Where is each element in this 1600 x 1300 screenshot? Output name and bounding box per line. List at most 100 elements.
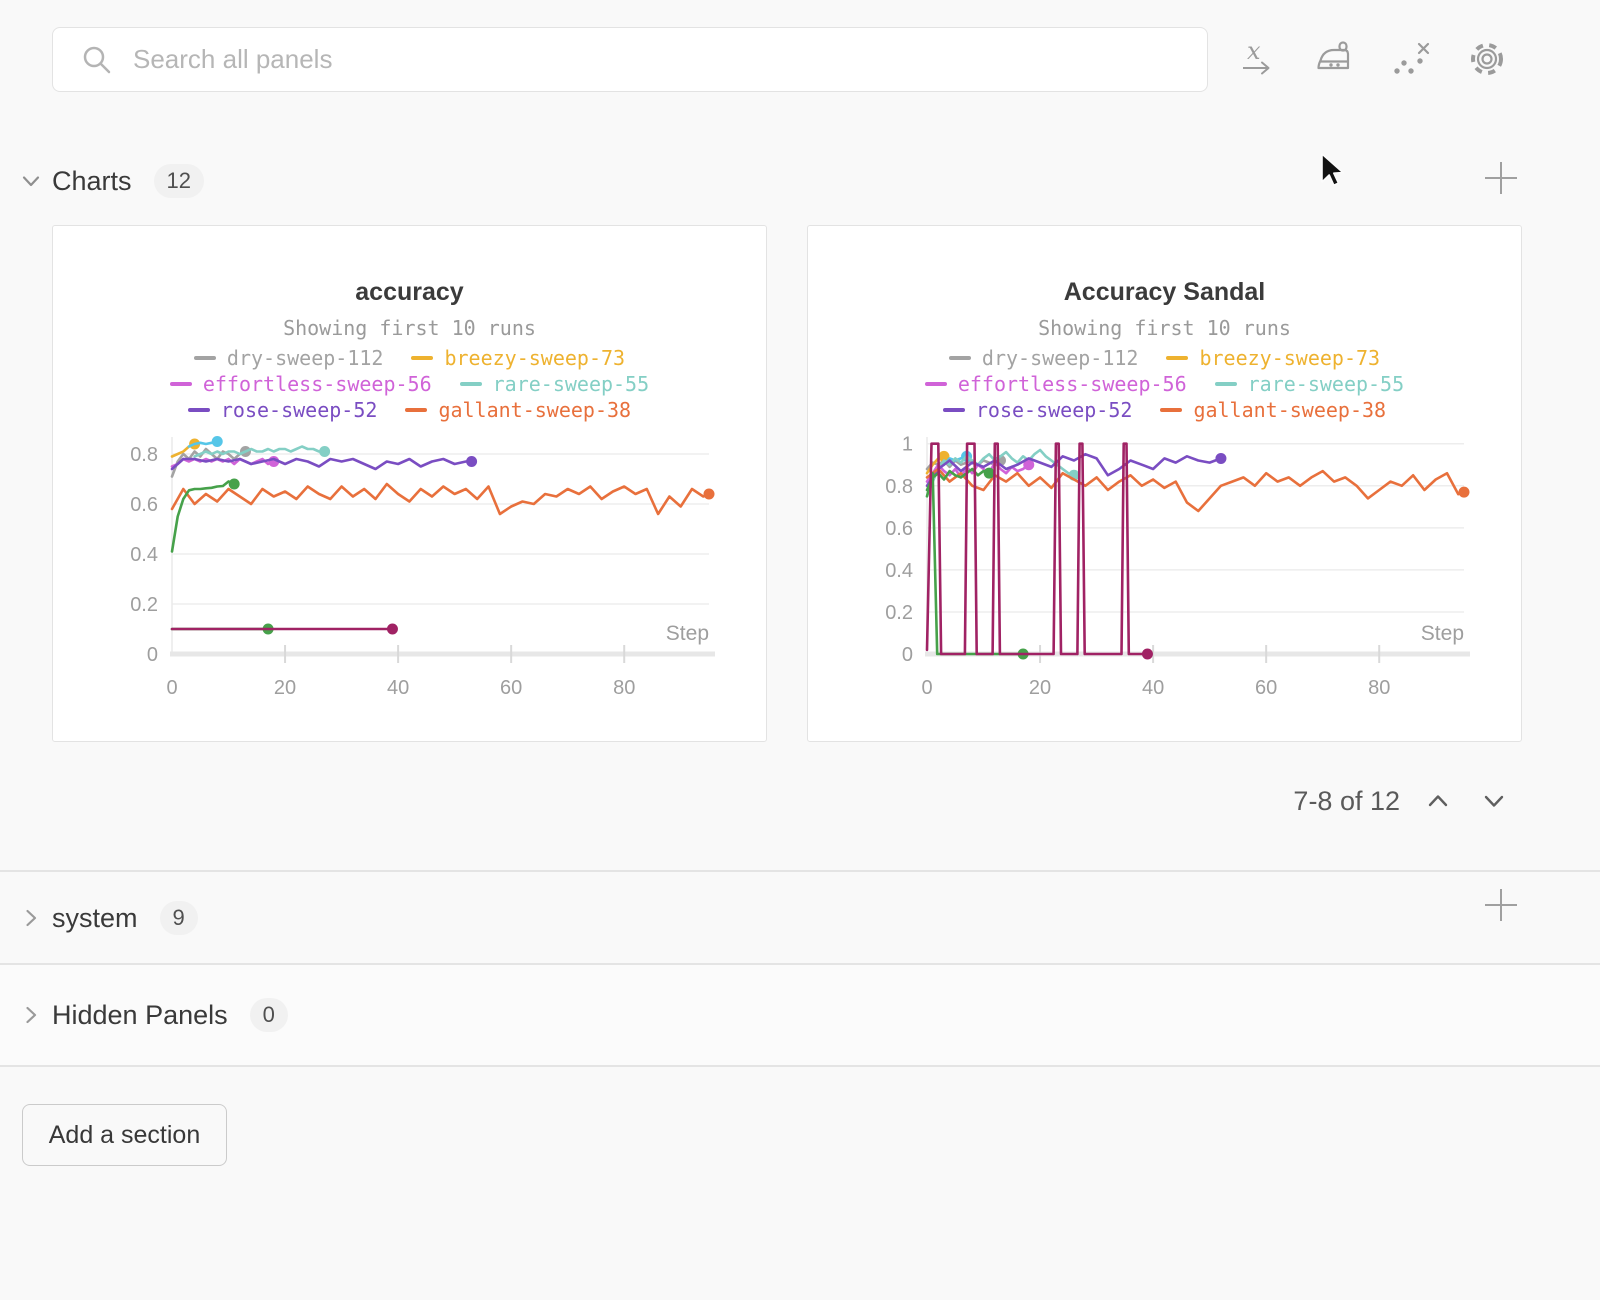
legend-item-gallant-sweep-38[interactable]: gallant-sweep-38 [405, 397, 631, 423]
legend-label: gallant-sweep-38 [438, 398, 632, 422]
legend-item-breezy-sweep-73[interactable]: breezy-sweep-73 [1166, 345, 1380, 371]
legend-swatch [942, 408, 965, 412]
run-line-gallant-sweep-38[interactable] [925, 467, 1466, 513]
hidden-panels-count-badge: 0 [249, 997, 288, 1033]
legend-label: rose-sweep-52 [975, 398, 1133, 422]
legend-item-dry-sweep-112[interactable]: dry-sweep-112 [948, 345, 1139, 371]
panel-pagination: 7-8 of 12 [1293, 779, 1512, 823]
y-tick-label: 0.8 [130, 444, 158, 466]
add-panel-button[interactable] [1482, 159, 1520, 197]
settings-gear-icon[interactable] [1465, 37, 1509, 81]
y-tick-label: 0.8 [885, 476, 913, 498]
chart-plot[interactable]: 0 0.2 0.4 0.6 0.8 1 0 20 40 60 80 Step [808, 429, 1523, 714]
system-section-title: system [52, 902, 138, 933]
pagination-next-chevron-down-icon[interactable] [1476, 783, 1512, 819]
legend-row: rose-sweep-52 gallant-sweep-38 [53, 397, 766, 423]
run-end-dot [1215, 452, 1227, 464]
chart-legend: dry-sweep-112 breezy-sweep-73 effortless-s… [808, 345, 1521, 423]
run-end-dot [319, 446, 331, 457]
chart-plot[interactable]: 0 0.2 0.4 0.6 0.8 0 20 40 60 80 Step [53, 429, 768, 714]
legend-swatch [405, 408, 428, 412]
legend-item-rose-sweep-52[interactable]: rose-sweep-52 [942, 397, 1133, 423]
run-line-unnamed[interactable] [170, 480, 236, 553]
remove-outliers-icon[interactable] [1388, 37, 1432, 81]
legend-swatch [193, 356, 216, 360]
legend-label: rare-sweep-55 [492, 372, 650, 396]
divider [0, 1065, 1600, 1067]
legend-swatch [924, 382, 947, 386]
run-end-dot [703, 488, 715, 500]
add-panel-button-system[interactable] [1482, 886, 1520, 924]
x-tick-label: 80 [613, 677, 635, 699]
y-tick-label: 1 [902, 434, 913, 456]
run-line-gallant-sweep-38[interactable] [170, 482, 711, 516]
run-line-rose-sweep-52[interactable] [170, 457, 473, 471]
legend-item-gallant-sweep-38[interactable]: gallant-sweep-38 [1160, 397, 1386, 423]
legend-swatch [187, 408, 210, 412]
legend-item-effortless-sweep-56[interactable]: effortless-sweep-56 [924, 371, 1187, 397]
legend-swatch [411, 356, 434, 360]
legend-label: gallant-sweep-38 [1193, 398, 1387, 422]
run-line-unnamed[interactable] [925, 442, 1149, 656]
panel-search-bar[interactable] [52, 27, 1208, 92]
legend-item-effortless-sweep-56[interactable]: effortless-sweep-56 [169, 371, 432, 397]
legend-item-rare-sweep-55[interactable]: rare-sweep-55 [459, 371, 650, 397]
hidden-panels-expand-chevron-right-icon[interactable] [16, 1000, 46, 1030]
legend-swatch [1214, 382, 1237, 386]
y-tick-label: 0.2 [885, 602, 913, 624]
add-section-button[interactable]: Add a section [22, 1104, 227, 1166]
charts-count-badge: 12 [153, 163, 205, 199]
x-tick-label: 20 [1029, 677, 1051, 699]
pagination-prev-chevron-up-icon[interactable] [1420, 783, 1456, 819]
x-tick-label: 80 [1368, 677, 1390, 699]
system-expand-chevron-right-icon[interactable] [16, 903, 46, 933]
legend-swatch [948, 356, 971, 360]
chart-subtitle: Showing first 10 runs [1038, 316, 1291, 340]
legend-item-rare-sweep-55[interactable]: rare-sweep-55 [1214, 371, 1404, 397]
legend-item-breezy-sweep-73[interactable]: breezy-sweep-73 [411, 345, 625, 371]
hidden-panels-section-title: Hidden Panels [52, 999, 228, 1030]
legend-swatch [169, 382, 192, 386]
legend-item-dry-sweep-112[interactable]: dry-sweep-112 [193, 345, 384, 371]
smoothing-iron-icon[interactable] [1311, 37, 1355, 81]
legend-item-rose-sweep-52[interactable]: rose-sweep-52 [187, 397, 377, 423]
chart-panel-accuracy[interactable]: accuracy Showing first 10 runs dry-sweep… [52, 225, 767, 742]
search-icon [83, 46, 111, 73]
y-tick-label: 0.6 [885, 518, 913, 540]
charts-section-title: Charts [52, 165, 132, 196]
system-section-header: system 9 [0, 872, 1600, 964]
run-end-dot [466, 456, 478, 467]
x-tick-label: 0 [921, 677, 932, 699]
charts-collapse-chevron-down-icon[interactable] [16, 166, 46, 196]
x-axis-title: Step [1421, 622, 1464, 645]
x-axis-icon[interactable]: x [1234, 37, 1278, 81]
run-end-dot [938, 450, 950, 462]
legend-label: dry-sweep-112 [981, 346, 1139, 370]
x-tick-label: 60 [500, 677, 522, 699]
chart-title: accuracy [355, 278, 464, 306]
y-tick-label: 0.6 [130, 494, 158, 516]
x-tick-label: 20 [274, 677, 296, 699]
legend-label: effortless-sweep-56 [202, 372, 432, 396]
run-end-dot [1141, 648, 1153, 660]
run-end-dot [1458, 486, 1470, 498]
legend-label: effortless-sweep-56 [957, 372, 1187, 396]
y-tick-label: 0.4 [885, 560, 913, 582]
search-input[interactable] [133, 44, 1187, 75]
run-end-dot [211, 436, 223, 447]
run-end-dot [983, 467, 995, 479]
x-tick-label: 40 [1142, 677, 1164, 699]
run-line-rare-sweep-55[interactable] [193, 445, 326, 458]
chart-legend: dry-sweep-112 breezy-sweep-73 effortless-s… [53, 345, 766, 423]
divider [0, 963, 1600, 965]
legend-label: dry-sweep-112 [226, 346, 384, 370]
y-tick-label: 0.4 [130, 544, 158, 566]
run-line-unnamed[interactable] [925, 467, 991, 492]
legend-swatch [459, 382, 482, 386]
divider [0, 870, 1600, 872]
x-tick-label: 60 [1255, 677, 1277, 699]
legend-row: effortless-sweep-56 rare-sweep-55 [53, 371, 766, 397]
legend-row: dry-sweep-112 breezy-sweep-73 [53, 345, 766, 371]
chart-panel-accuracy-sandal[interactable]: Accuracy Sandal Showing first 10 runs dr… [807, 225, 1522, 742]
